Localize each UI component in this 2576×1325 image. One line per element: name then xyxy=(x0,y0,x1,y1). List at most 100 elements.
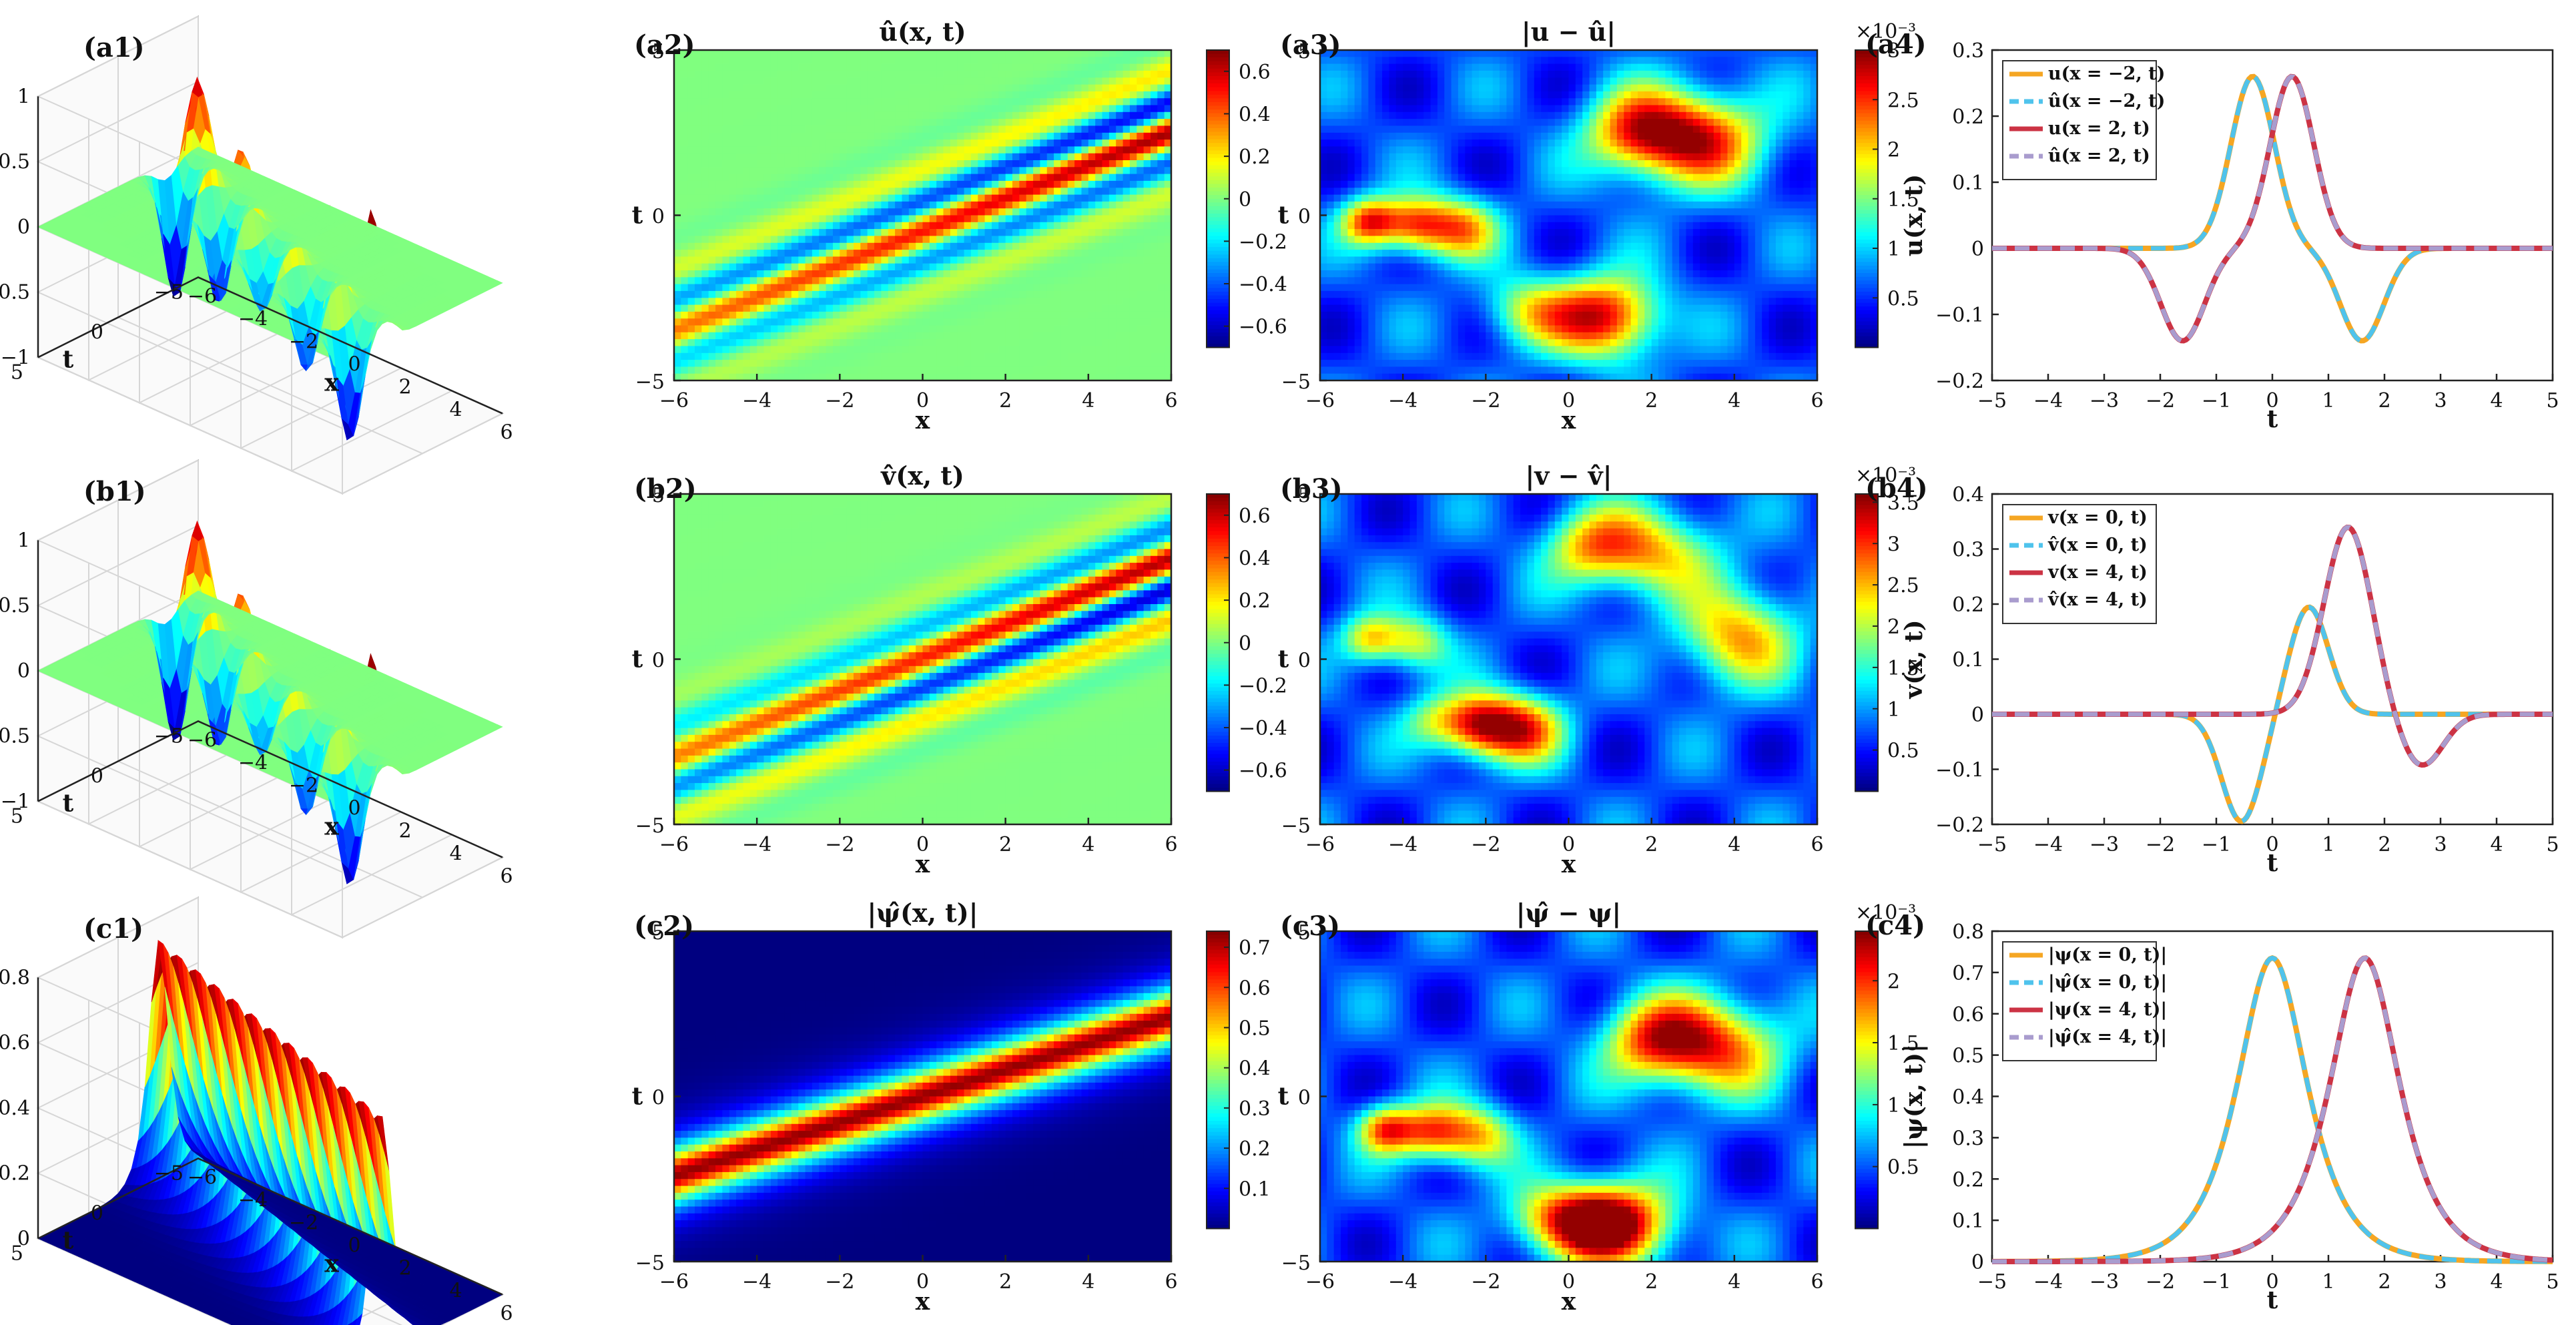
heatmap-cell xyxy=(936,366,944,374)
heatmap-cell xyxy=(1157,167,1165,175)
heatmap-cell xyxy=(819,236,827,244)
heatmap-cell xyxy=(1067,256,1075,264)
heatmap-cell xyxy=(701,360,709,368)
heatmap-cell xyxy=(1088,215,1096,223)
heatmap-cell xyxy=(1157,360,1165,368)
heatmap-cell xyxy=(854,188,862,196)
heatmap-cell xyxy=(1046,125,1054,134)
heatmap-cell xyxy=(777,188,785,196)
heatmap-cell xyxy=(881,153,889,161)
heatmap-cell xyxy=(1040,325,1048,333)
heatmap-cell xyxy=(854,215,862,223)
heatmap-cell xyxy=(854,77,862,85)
heatmap-cell xyxy=(1116,277,1124,285)
heatmap-cell xyxy=(1143,208,1151,216)
heatmap-cell xyxy=(867,167,875,175)
heatmap-cell xyxy=(1095,263,1103,271)
heatmap-cell xyxy=(881,256,889,264)
heatmap-cell xyxy=(908,263,916,271)
heatmap-cell xyxy=(1060,70,1068,78)
heatmap-cell xyxy=(998,242,1006,250)
heatmap-cell xyxy=(881,111,889,119)
heatmap-cell xyxy=(1067,318,1075,326)
heatmap-cell xyxy=(1116,352,1124,360)
heatmap-cell xyxy=(922,77,930,85)
heatmap-cell xyxy=(701,125,709,134)
heatmap-cell xyxy=(1137,229,1145,237)
x-axis-label: x xyxy=(324,368,339,396)
heatmap-cell xyxy=(715,366,723,374)
heatmap-cell xyxy=(936,167,944,175)
heatmap-cell xyxy=(1108,284,1116,292)
heatmap-cell xyxy=(1033,153,1041,161)
heatmap-cell xyxy=(860,339,868,347)
heatmap-cell xyxy=(805,360,813,368)
heatmap-cell xyxy=(1157,111,1165,119)
heatmap-cell xyxy=(902,201,910,209)
heatmap-cell xyxy=(777,366,785,374)
heatmap-cell xyxy=(777,146,785,154)
heatmap-cell xyxy=(1102,256,1110,264)
heatmap-cell xyxy=(860,70,868,78)
heatmap-cell xyxy=(687,318,695,326)
heatmap-cell xyxy=(895,366,903,374)
heatmap-cell xyxy=(895,201,903,209)
heatmap-cell xyxy=(1074,153,1082,161)
heatmap-cell xyxy=(798,132,806,140)
heatmap-cell xyxy=(1129,180,1137,188)
heatmap-cell xyxy=(1116,153,1124,161)
heatmap-cell xyxy=(770,346,778,354)
heatmap-cell xyxy=(970,111,978,119)
heatmap-cell xyxy=(854,84,862,92)
heatmap-cell xyxy=(978,194,986,202)
heatmap-cell xyxy=(833,222,841,230)
heatmap-cell xyxy=(943,277,951,285)
heatmap-cell xyxy=(791,346,799,354)
heatmap-cell xyxy=(722,332,730,340)
heatmap-cell xyxy=(1060,242,1068,250)
heatmap-cell xyxy=(992,132,1000,140)
heatmap-cell xyxy=(957,346,965,354)
heatmap-cell xyxy=(1143,111,1151,119)
heatmap-cell xyxy=(1143,256,1151,264)
heatmap-cell xyxy=(1074,194,1082,202)
heatmap-cell xyxy=(701,284,709,292)
heatmap-cell xyxy=(729,201,737,209)
heatmap-cell xyxy=(1157,125,1165,134)
heatmap-cell xyxy=(770,311,778,319)
heatmap-cell xyxy=(826,98,834,106)
heatmap-cell xyxy=(867,70,875,78)
heatmap-cell xyxy=(854,304,862,312)
colorbar-segment xyxy=(1207,136,1229,140)
heatmap-cell xyxy=(833,160,841,168)
heatmap-cell xyxy=(902,311,910,319)
heatmap-cell xyxy=(1116,119,1124,127)
heatmap-cell xyxy=(708,111,716,119)
heatmap-cell xyxy=(722,318,730,326)
heatmap-cell xyxy=(1046,352,1054,360)
heatmap-cell xyxy=(936,208,944,216)
heatmap-cell xyxy=(749,325,757,333)
heatmap-cell xyxy=(729,339,737,347)
heatmap-cell xyxy=(957,174,965,182)
heatmap-cell xyxy=(1108,242,1116,250)
heatmap-cell xyxy=(715,360,723,368)
heatmap-cell xyxy=(743,290,751,298)
heatmap-cell xyxy=(922,98,930,106)
heatmap-cell xyxy=(1054,339,1062,347)
heatmap-cell xyxy=(1116,91,1124,99)
heatmap-cell xyxy=(992,174,1000,182)
heatmap-cell xyxy=(840,201,848,209)
heatmap-cell xyxy=(846,242,854,250)
heatmap-cell xyxy=(777,242,785,250)
heatmap-cell xyxy=(1026,140,1034,148)
heatmap-cell xyxy=(1033,180,1041,188)
heatmap-cell xyxy=(1060,270,1068,278)
heatmap-cell xyxy=(943,242,951,250)
heatmap-cell xyxy=(1060,194,1068,202)
heatmap-cell xyxy=(743,298,751,306)
heatmap-cell xyxy=(992,222,1000,230)
heatmap-cell xyxy=(1054,105,1062,113)
heatmap-cell xyxy=(1116,242,1124,250)
heatmap-cell xyxy=(819,229,827,237)
